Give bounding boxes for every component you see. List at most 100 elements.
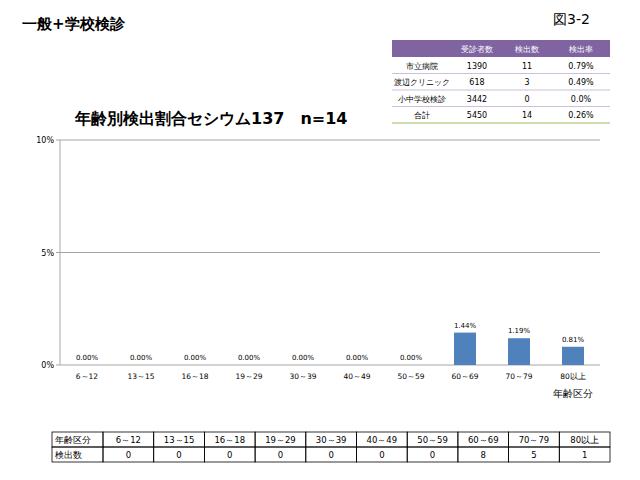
bars: [454, 333, 584, 365]
table-cell: 60～69: [468, 435, 499, 445]
table-cell: 0.26%: [568, 111, 594, 120]
x-tick-label: 60～69: [451, 372, 478, 381]
x-tick-label: 13～15: [127, 372, 154, 381]
bar: [238, 365, 260, 366]
bar: [292, 365, 314, 366]
table-cell: 小中学校検診: [398, 95, 446, 104]
table-cell-border: [306, 432, 357, 447]
x-tick-label: 80以上: [560, 372, 586, 381]
table-cell: 合計: [414, 111, 430, 120]
table-cell: 3442: [467, 95, 487, 104]
table-cell: 16～18: [214, 435, 245, 445]
table-cell-border: [559, 447, 610, 462]
x-axis-label: 年齢区分: [553, 388, 593, 399]
bar: [346, 365, 368, 366]
table-cell: 0: [328, 450, 333, 460]
table-cell: 8: [481, 450, 486, 460]
table-cell-border: [306, 447, 357, 462]
page: 一般+学校検診図3-2受診者数検出数検出率市立病院1390110.79%渡辺クリ…: [0, 0, 640, 480]
data-label: 0.00%: [76, 354, 99, 362]
data-label: 0.00%: [292, 354, 315, 362]
table-cell: 618: [469, 78, 484, 87]
table-cell: 50～59: [417, 435, 448, 445]
data-label: 1.19%: [508, 327, 531, 335]
bar: [130, 365, 152, 366]
table-cell: 30～39: [316, 435, 347, 445]
data-label: 0.00%: [184, 354, 207, 362]
table-cell: 年齢区分: [55, 435, 91, 445]
bar: [562, 347, 584, 365]
table-cell-border: [407, 432, 458, 447]
table-cell: 検出数: [55, 450, 82, 460]
chart-title: 年齢別検出割合セシウム137 n=14: [74, 109, 347, 128]
x-tick-label: 70～79: [505, 372, 532, 381]
data-label: 0.00%: [400, 354, 423, 362]
table-cell: 13～15: [164, 435, 195, 445]
table-header: 受診者数: [461, 45, 493, 54]
table-cell: 0: [126, 450, 131, 460]
bar: [454, 333, 476, 365]
x-tick-label: 50～59: [397, 372, 424, 381]
table-cell: 渡辺クリニック: [394, 78, 450, 87]
x-tick-label: 6～12: [76, 372, 99, 381]
bar: [400, 365, 422, 366]
y-tick: [56, 140, 60, 141]
data-label: 0.00%: [238, 354, 261, 362]
table-cell: 0: [524, 95, 529, 104]
table-header: 検出数: [515, 45, 539, 54]
figure-label: 図3-2: [553, 11, 590, 27]
table-rule: [392, 123, 610, 124]
table-cell-border: [103, 447, 154, 462]
table-rule: [392, 106, 610, 107]
table-cell: 0: [227, 450, 232, 460]
table-cell-border: [407, 447, 458, 462]
table-cell-border: [154, 447, 205, 462]
y-tick: [56, 365, 60, 366]
table-cell: 70～79: [519, 435, 550, 445]
table-cell-border: [357, 432, 408, 447]
table-cell: 0.0%: [571, 95, 592, 104]
table-cell: 14: [522, 111, 532, 120]
table-cell: 0: [278, 450, 283, 460]
table-cell: 80以上: [570, 435, 599, 445]
data-label: 0.00%: [346, 354, 369, 362]
table-cell: 0: [430, 450, 435, 460]
data-label: 1.44%: [454, 322, 477, 330]
table-cell-border: [255, 432, 306, 447]
table-cell: 0.79%: [568, 62, 594, 71]
table-cell-border: [458, 432, 509, 447]
table-rule: [392, 73, 610, 74]
table-cell-border: [458, 447, 509, 462]
table-cell-border: [509, 447, 560, 462]
bar: [508, 338, 530, 365]
table-cell: 19～29: [265, 435, 296, 445]
y-tick-label: 0%: [41, 361, 54, 370]
table-rule: [392, 90, 610, 91]
table-cell: 0: [176, 450, 181, 460]
table-cell: 5: [531, 450, 536, 460]
x-tick-label: 19～29: [235, 372, 262, 381]
table-cell: 1390: [467, 62, 487, 71]
x-tick-label: 40～49: [343, 372, 370, 381]
y-tick: [56, 252, 60, 253]
table-cell: 1: [582, 450, 587, 460]
grid-line: [60, 140, 600, 141]
table-header-bg: [392, 40, 610, 57]
table-cell: 6～12: [116, 435, 141, 445]
table-cell-border: [255, 447, 306, 462]
data-label: 0.00%: [130, 354, 153, 362]
table-cell: 40～49: [367, 435, 398, 445]
table-cell: 0.49%: [568, 78, 594, 87]
table-cell-border: [204, 432, 255, 447]
table-cell-border: [154, 432, 205, 447]
table-cell: 市立病院: [406, 62, 438, 71]
x-tick-label: 16～18: [181, 372, 208, 381]
y-tick-label: 5%: [41, 249, 54, 258]
table-cell: 0: [379, 450, 384, 460]
x-tick-label: 30～39: [289, 372, 316, 381]
page-title: 一般+学校検診: [22, 15, 126, 33]
table-header: 検出率: [569, 45, 593, 54]
table-cell-border: [204, 447, 255, 462]
table-cell-border: [103, 432, 154, 447]
table-cell: 3: [524, 78, 529, 87]
